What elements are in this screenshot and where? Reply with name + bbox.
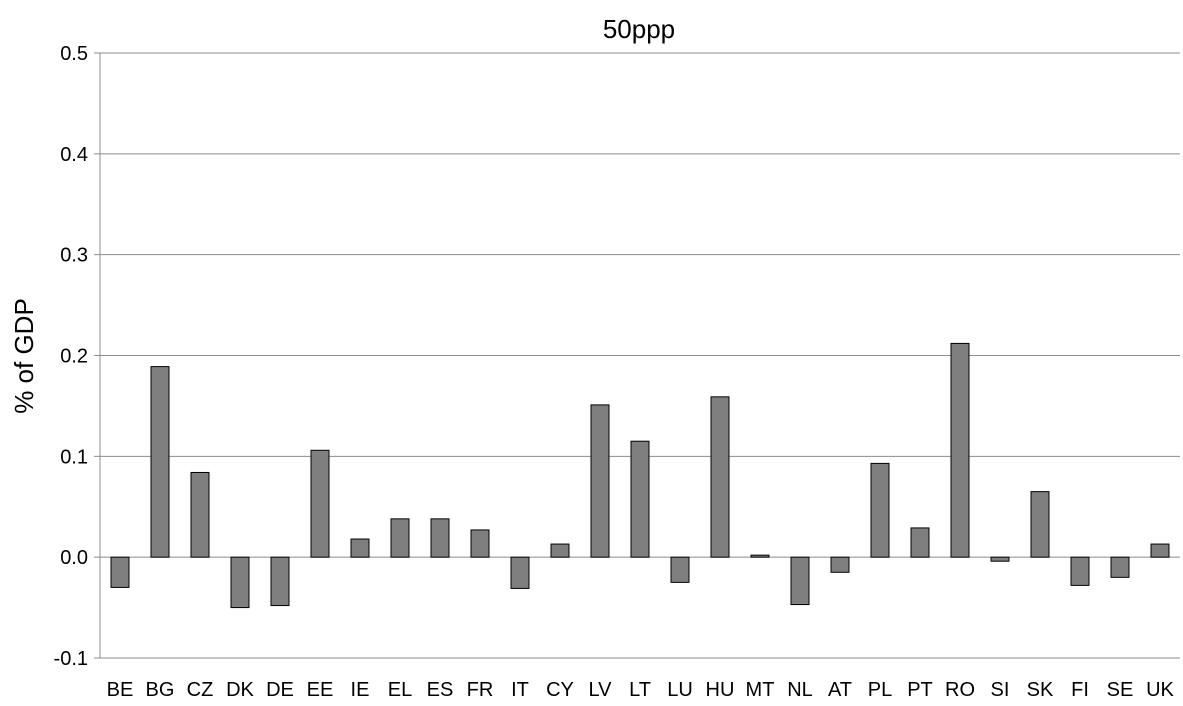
- bar-cy: [550, 543, 570, 558]
- bar-it: [510, 556, 530, 589]
- bar-ie: [350, 538, 370, 558]
- x-tick-label: SK: [1027, 679, 1054, 701]
- bar-es: [430, 518, 450, 558]
- bar-mt: [750, 554, 770, 558]
- bar-nl: [790, 556, 810, 606]
- y-tick-label: 0.4: [60, 144, 88, 166]
- bar-be: [110, 556, 130, 588]
- x-tick-label: FI: [1071, 679, 1089, 701]
- y-tick-label: 0.2: [60, 346, 88, 368]
- x-tick-label: IE: [351, 679, 370, 701]
- x-tick-label: IT: [511, 679, 529, 701]
- gridlines: [94, 52, 1180, 659]
- x-tick-label: BG: [146, 679, 175, 701]
- x-tick-label: CY: [546, 679, 574, 701]
- bar-bg: [150, 366, 170, 558]
- chart-title: 50ppp: [603, 14, 675, 44]
- x-tick-label: SI: [991, 679, 1010, 701]
- y-tick-label: -0.1: [54, 648, 88, 670]
- bar-lu: [670, 556, 690, 583]
- y-axis-title: % of GDP: [9, 298, 39, 414]
- y-tick-label: 0.1: [60, 446, 88, 468]
- bar-lt: [630, 440, 650, 558]
- bar-sk: [1030, 491, 1050, 558]
- bar-pt: [910, 527, 930, 558]
- x-tick-label: EE: [307, 679, 334, 701]
- bar-cz: [190, 471, 210, 558]
- bar-pl: [870, 462, 890, 558]
- x-tick-label: BE: [107, 679, 134, 701]
- x-tick-label: PL: [868, 679, 892, 701]
- x-tick-label: CZ: [187, 679, 214, 701]
- y-tick-label: 0.5: [60, 43, 88, 65]
- x-tick-label: DE: [266, 679, 294, 701]
- y-tick-label: 0.0: [60, 547, 88, 569]
- bar-se: [1110, 556, 1130, 578]
- bar-si: [990, 556, 1010, 562]
- x-tick-label: AT: [828, 679, 852, 701]
- x-tick-label: ES: [427, 679, 454, 701]
- bar-el: [390, 518, 410, 558]
- bar-fi: [1070, 556, 1090, 586]
- x-tick-label: LU: [667, 679, 693, 701]
- bar-ro: [950, 342, 970, 558]
- bar-hu: [710, 396, 730, 558]
- bar-fr: [470, 529, 490, 558]
- bar-uk: [1150, 543, 1170, 558]
- x-tick-label: UK: [1146, 679, 1174, 701]
- x-tick-labels: BE BG CZ DK DE EE IE EL ES FR IT CY LV LT LU HU MT NL AT PL…: [107, 679, 1175, 701]
- bar-de: [270, 556, 290, 607]
- bar-dk: [230, 556, 250, 609]
- x-tick-label: SE: [1107, 679, 1134, 701]
- x-tick-label: LV: [589, 679, 613, 701]
- x-tick-label: EL: [388, 679, 412, 701]
- x-tick-label: FR: [467, 679, 494, 701]
- x-tick-label: RO: [945, 679, 975, 701]
- x-tick-label: LT: [629, 679, 651, 701]
- y-tick-labels: -0.1 0.0 0.1 0.2 0.3 0.4 0.5: [54, 43, 88, 670]
- x-tick-label: DK: [226, 679, 254, 701]
- bar-at: [830, 556, 850, 573]
- x-tick-label: NL: [787, 679, 813, 701]
- bar-ee: [310, 449, 330, 558]
- y-tick-label: 0.3: [60, 245, 88, 267]
- x-tick-label: HU: [706, 679, 735, 701]
- bar-lv: [590, 404, 610, 558]
- x-tick-label: PT: [907, 679, 933, 701]
- bars: [110, 342, 1170, 609]
- x-tick-label: MT: [746, 679, 775, 701]
